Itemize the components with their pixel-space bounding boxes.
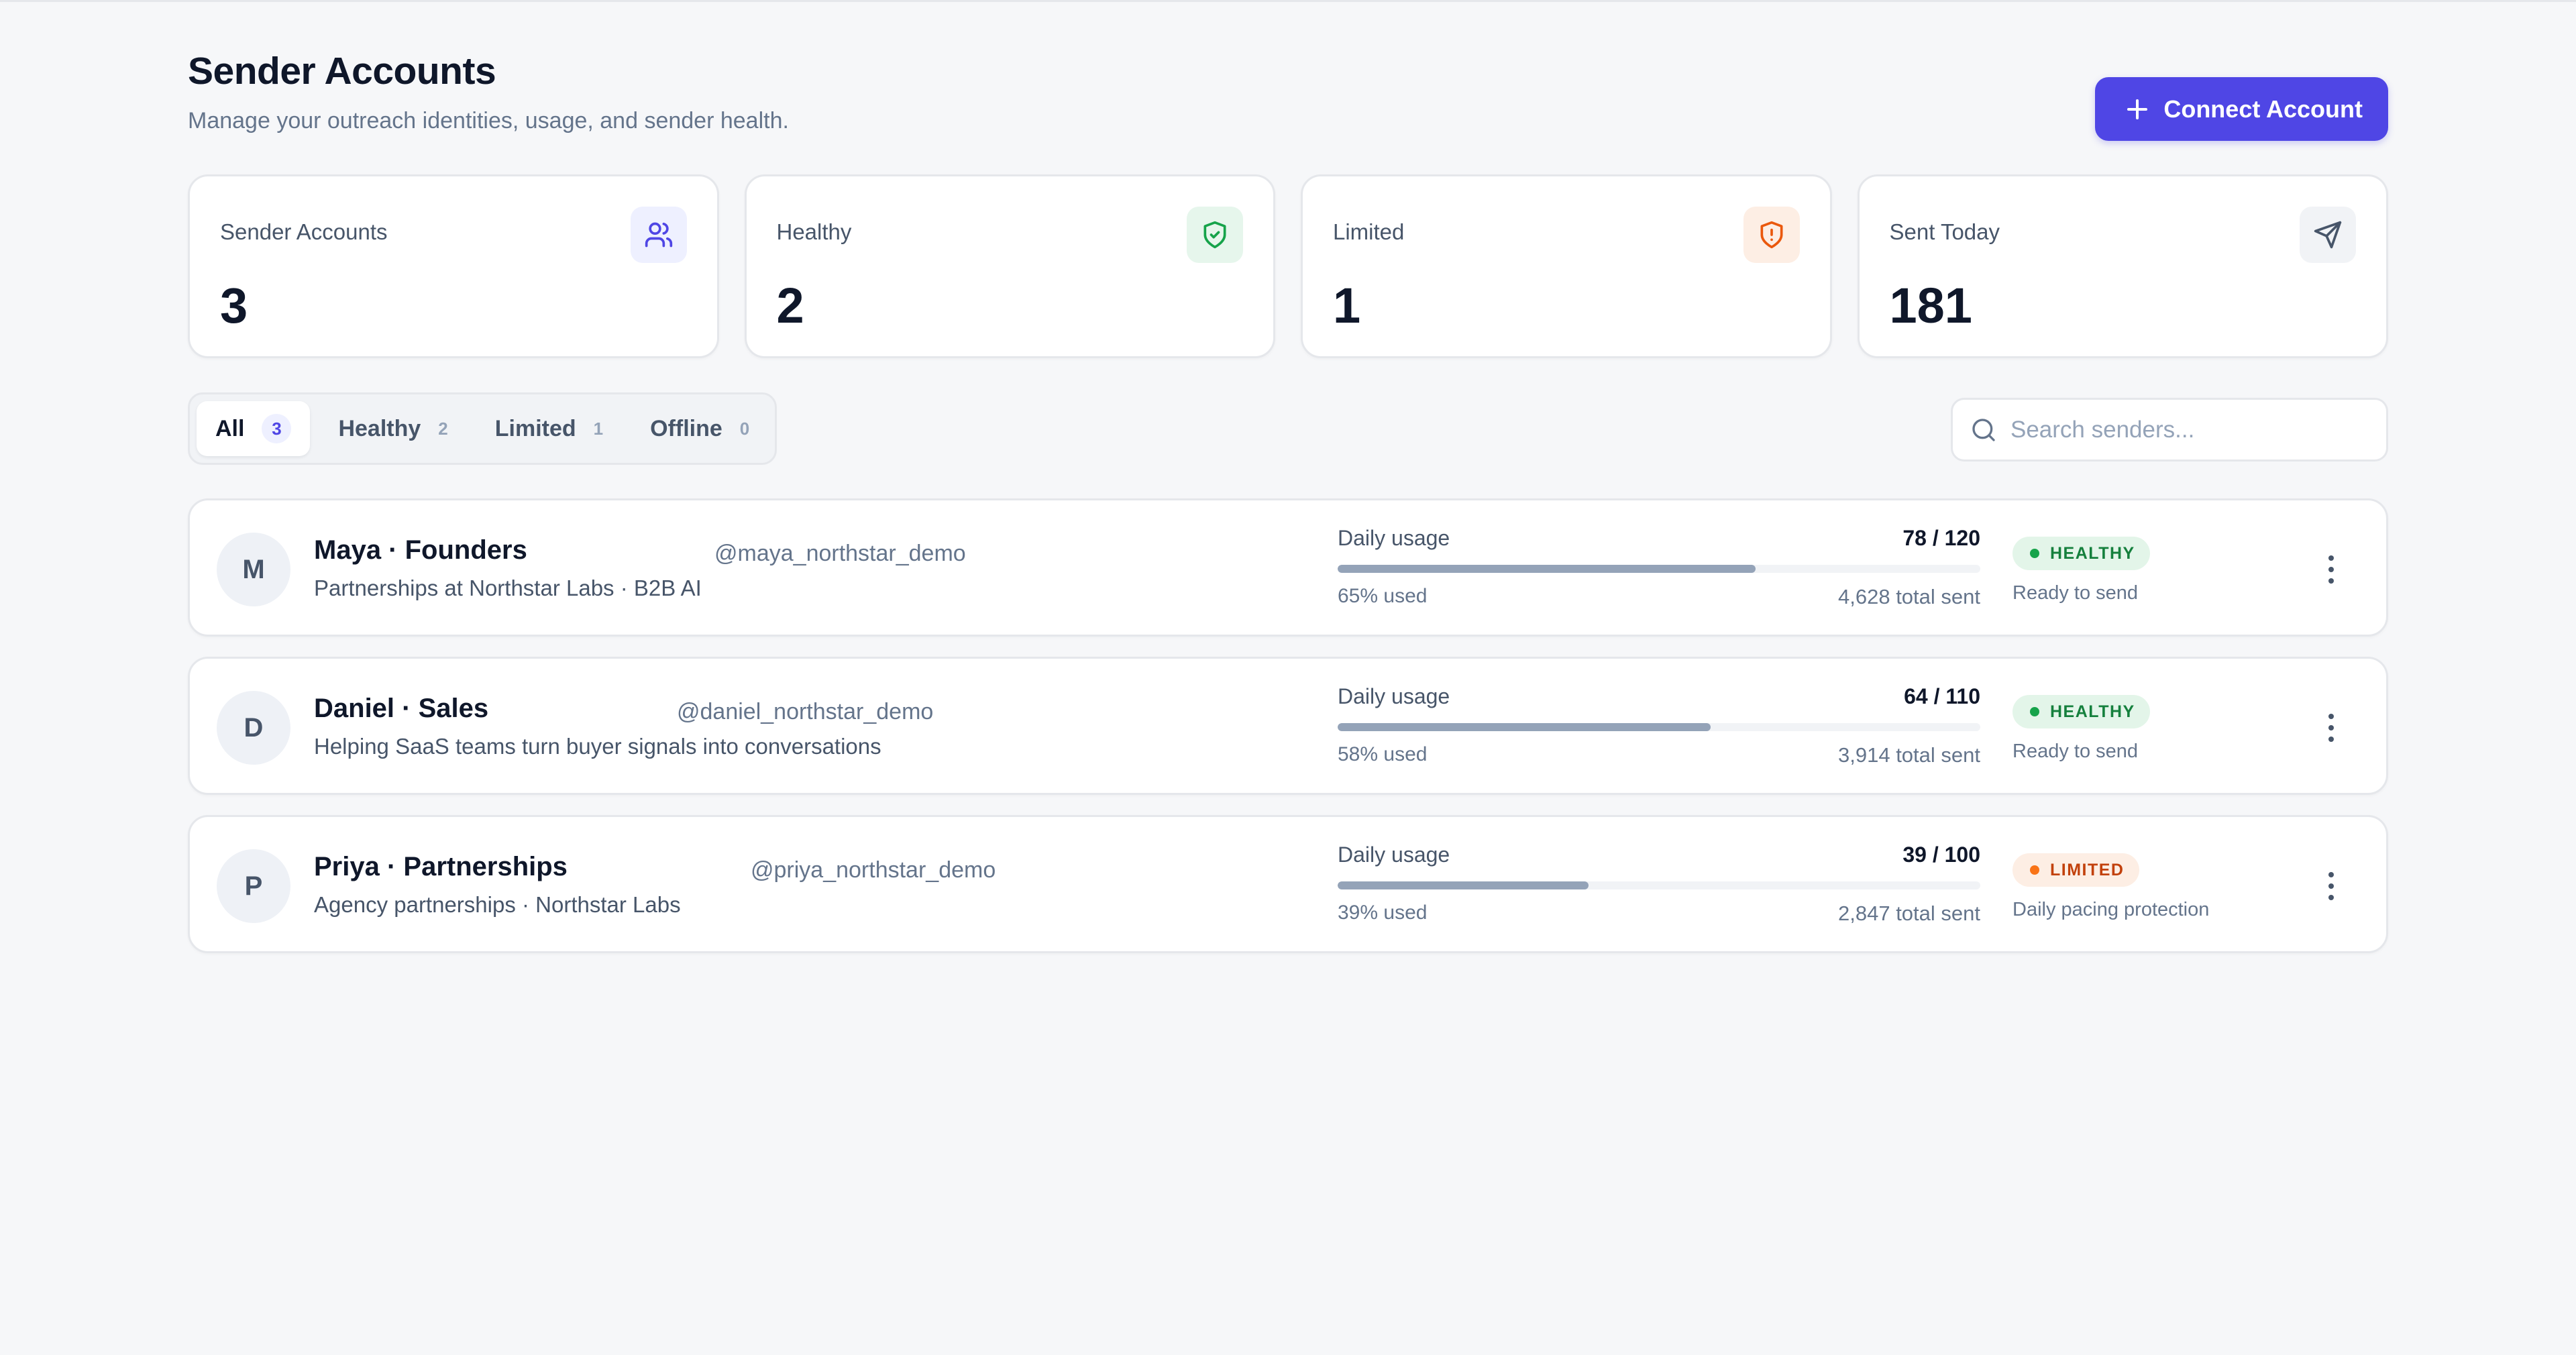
sender-row[interactable]: D Daniel · Sales @daniel_northstar_demo … — [188, 657, 2388, 795]
stat-label: Sender Accounts — [220, 219, 388, 244]
status-dot — [2030, 865, 2039, 875]
usage-percent: 58% used — [1338, 743, 1428, 765]
usage-label: Daily usage — [1338, 684, 1450, 708]
plus-icon — [2127, 99, 2148, 119]
sender-description: Agency partnerships · Northstar Labs — [314, 892, 681, 917]
search-box — [1951, 398, 2388, 462]
avatar: D — [217, 691, 290, 765]
usage-progress-bar — [1338, 723, 1980, 731]
more-options-button[interactable] — [2316, 553, 2346, 586]
tab-label: Healthy — [338, 415, 421, 441]
sender-description: Helping SaaS teams turn buyer signals in… — [314, 734, 881, 759]
usage-progress-fill — [1338, 565, 1756, 573]
sender-description: Partnerships at Northstar Labs · B2B AI — [314, 576, 702, 600]
status-block: HEALTHY Ready to send — [2012, 537, 2150, 604]
tab-label: All — [215, 415, 245, 441]
usage-percent: 65% used — [1338, 585, 1428, 607]
status-badge: HEALTHY — [2012, 695, 2150, 728]
status-dot — [2030, 549, 2039, 558]
connect-account-label: Connect Account — [2163, 95, 2363, 123]
send-icon — [2300, 207, 2356, 263]
usage-label: Daily usage — [1338, 843, 1450, 867]
more-vertical-icon — [2328, 872, 2334, 877]
status-label: LIMITED — [2050, 860, 2125, 879]
stats-row: Sender Accounts 3 Healthy 2 Limited 1 — [188, 174, 2388, 358]
avatar: M — [217, 533, 290, 606]
status-badge: HEALTHY — [2012, 537, 2150, 570]
sender-name: Priya · Partnerships — [314, 852, 568, 881]
sender-handle: @priya_northstar_demo — [751, 857, 996, 883]
daily-usage: Daily usage 39 / 100 39% used 2,847 tota… — [1338, 843, 1980, 930]
stat-label: Sent Today — [1889, 219, 2000, 244]
total-sent: 4,628 total sent — [1838, 585, 1980, 608]
status-block: LIMITED Daily pacing protection — [2012, 853, 2209, 921]
sender-name: Daniel · Sales — [314, 694, 489, 723]
tab-healthy[interactable]: Healthy 2 — [319, 401, 466, 456]
more-vertical-icon — [2328, 555, 2334, 561]
tab-count: 2 — [438, 418, 448, 439]
sender-handle: @maya_northstar_demo — [714, 541, 966, 566]
tab-offline[interactable]: Offline 0 — [631, 401, 768, 456]
sender-list: M Maya · Founders @maya_northstar_demo P… — [188, 498, 2388, 973]
status-badge: LIMITED — [2012, 853, 2139, 887]
tab-count: 0 — [739, 418, 750, 439]
users-icon — [630, 207, 687, 263]
usage-count: 39 / 100 — [1902, 843, 1980, 867]
usage-count: 64 / 110 — [1904, 684, 1980, 708]
search-icon — [1972, 418, 1995, 441]
sender-handle: @daniel_northstar_demo — [677, 699, 934, 724]
total-sent: 2,847 total sent — [1838, 902, 1980, 925]
page-subtitle: Manage your outreach identities, usage, … — [188, 108, 789, 133]
stat-value: 2 — [776, 278, 804, 333]
more-options-button[interactable] — [2316, 711, 2346, 745]
stat-value: 1 — [1333, 278, 1361, 333]
avatar: P — [217, 849, 290, 923]
more-vertical-icon — [2328, 714, 2334, 719]
filter-tabs: All 3 Healthy 2 Limited 1 Offline 0 — [188, 392, 777, 465]
stat-card-limited: Limited 1 — [1301, 174, 1832, 358]
sender-name: Maya · Founders — [314, 535, 527, 565]
tab-all[interactable]: All 3 — [197, 401, 311, 456]
stat-label: Limited — [1333, 219, 1405, 244]
daily-usage: Daily usage 64 / 110 58% used 3,914 tota… — [1338, 684, 1980, 771]
status-note: Ready to send — [2012, 741, 2139, 762]
sender-row[interactable]: M Maya · Founders @maya_northstar_demo P… — [188, 498, 2388, 637]
more-options-button[interactable] — [2316, 869, 2346, 903]
usage-count: 78 / 120 — [1902, 526, 1980, 550]
stat-card-sent-today: Sent Today 181 — [1857, 174, 2388, 358]
stat-label: Healthy — [776, 219, 852, 244]
status-note: Ready to send — [2012, 582, 2139, 604]
total-sent: 3,914 total sent — [1838, 743, 1980, 767]
status-label: HEALTHY — [2050, 543, 2135, 563]
sender-row[interactable]: P Priya · Partnerships @priya_northstar_… — [188, 815, 2388, 953]
tab-label: Limited — [494, 415, 576, 441]
connect-account-button[interactable]: Connect Account — [2095, 77, 2388, 141]
page-title: Sender Accounts — [188, 50, 496, 93]
page-header: Sender Accounts Manage your outreach ide… — [188, 49, 2388, 150]
tab-count: 3 — [262, 414, 292, 443]
status-note: Daily pacing protection — [2012, 899, 2210, 920]
tab-label: Offline — [650, 415, 722, 441]
search-input[interactable] — [2010, 416, 2369, 443]
status-label: HEALTHY — [2050, 702, 2135, 721]
usage-label: Daily usage — [1338, 526, 1450, 550]
tab-count: 1 — [593, 418, 604, 439]
usage-progress-fill — [1338, 723, 1711, 731]
stat-card-sender-accounts: Sender Accounts 3 — [188, 174, 719, 358]
usage-progress-bar — [1338, 565, 1980, 573]
usage-progress-fill — [1338, 881, 1589, 889]
usage-progress-bar — [1338, 881, 1980, 889]
shield-check-icon — [1187, 207, 1243, 263]
shield-alert-icon — [1743, 207, 1800, 263]
usage-percent: 39% used — [1338, 902, 1428, 924]
status-block: HEALTHY Ready to send — [2012, 695, 2150, 763]
stat-card-healthy: Healthy 2 — [744, 174, 1275, 358]
tab-limited[interactable]: Limited 1 — [476, 401, 622, 456]
stat-value: 3 — [220, 278, 248, 333]
stat-value: 181 — [1889, 278, 1972, 333]
status-dot — [2030, 707, 2039, 716]
daily-usage: Daily usage 78 / 120 65% used 4,628 tota… — [1338, 526, 1980, 613]
